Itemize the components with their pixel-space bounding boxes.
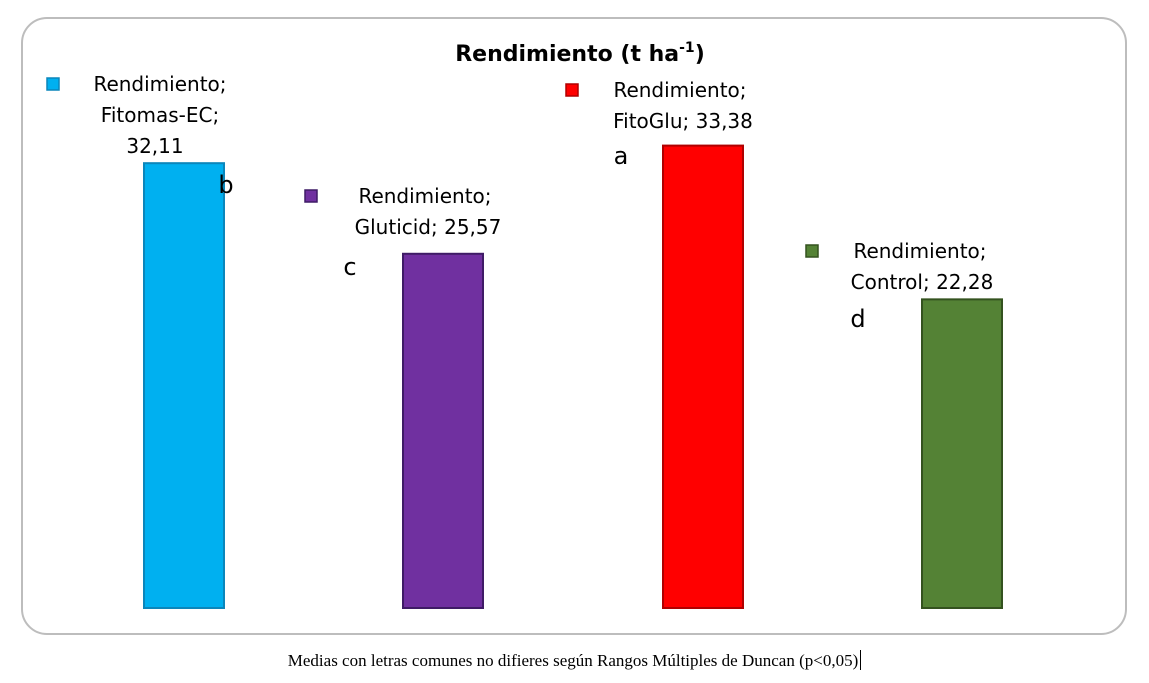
data-labels-group: Rendimiento; Fitomas-EC; 32,11 b Rendimiento… — [46, 72, 994, 333]
text-cursor — [860, 650, 862, 670]
bar-fitomas-ec — [143, 162, 225, 609]
legend-key-fitoglu — [565, 83, 579, 97]
bar-fitoglu — [662, 144, 744, 609]
bar-chart: Rendimiento (t ha-1) Rendimiento; Fitomas… — [46, 40, 1003, 609]
data-label-line: FitoGlu; 33,38 — [613, 109, 753, 133]
data-label-line: 32,11 — [126, 134, 183, 158]
bar-gluticid — [402, 252, 484, 609]
significance-letter: d — [850, 305, 865, 333]
data-label-line: Rendimiento; — [93, 72, 226, 96]
legend-key-fitomas-ec — [46, 77, 60, 91]
data-label-line: Rendimiento; — [613, 78, 746, 102]
significance-letter: c — [343, 253, 356, 281]
bar-control — [921, 298, 1003, 609]
significance-letter: a — [614, 142, 629, 170]
legend-key-gluticid — [304, 189, 318, 203]
data-label-line: Control; 22,28 — [851, 270, 994, 294]
data-label-line: Gluticid; 25,57 — [355, 215, 502, 239]
data-label-line: Rendimiento; — [358, 184, 491, 208]
data-label-line: Fitomas-EC; — [101, 103, 219, 127]
chart-caption: Medias con letras comunes no difieres se… — [0, 650, 1149, 671]
data-label-line: Rendimiento; — [853, 239, 986, 263]
legend-key-control — [805, 244, 819, 258]
chart-title: Rendimiento (t ha-1) — [455, 40, 705, 67]
significance-letter: b — [218, 171, 233, 199]
bars-group — [143, 144, 1003, 609]
